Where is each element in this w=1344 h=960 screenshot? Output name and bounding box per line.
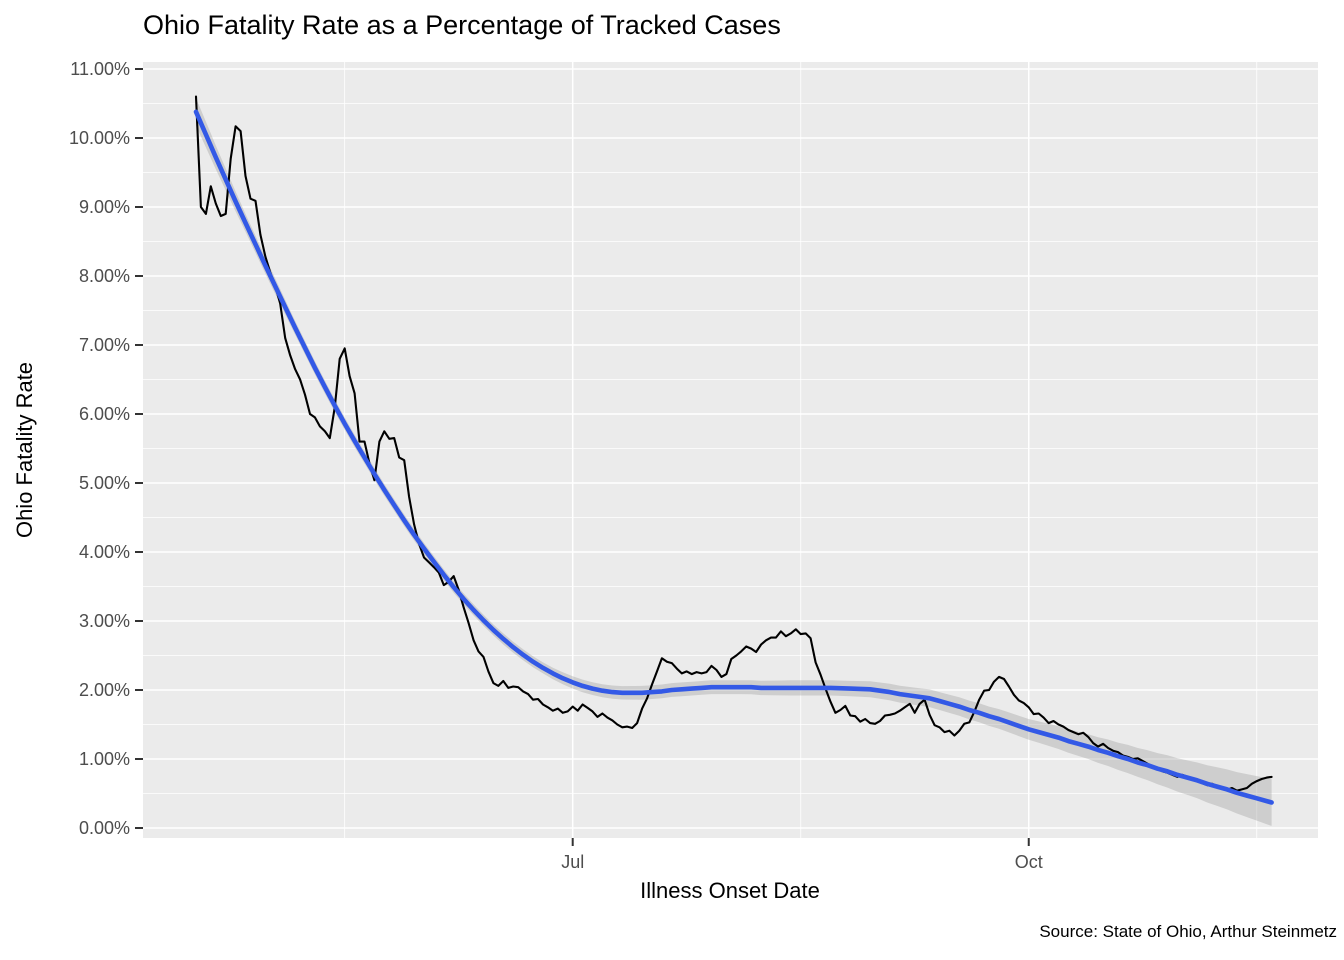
y-tick-label: 5.00% [79,473,130,493]
smooth-trend-line [193,109,1274,805]
x-tick-label: Jul [561,852,584,872]
source-caption: Source: State of Ohio, Arthur Steinmetz [1039,922,1337,941]
y-tick-label: 6.00% [79,404,130,424]
x-tick-label: Oct [1015,852,1043,872]
y-tick-label: 0.00% [79,818,130,838]
y-tick-label: 11.00% [70,59,130,79]
y-tick-label: 7.00% [79,335,130,355]
y-tick-label: 3.00% [79,611,130,631]
chart-title: Ohio Fatality Rate as a Percentage of Tr… [143,10,781,40]
panel-background [143,62,1318,838]
y-axis-title: Ohio Fatality Rate [12,361,37,539]
y-tick-label: 4.00% [79,542,130,562]
x-axis-title: Illness Onset Date [640,878,820,903]
y-tick-label: 1.00% [79,749,130,769]
confidence-band [196,98,1272,826]
y-tick-label: 8.00% [79,266,130,286]
y-tick-label: 10.00% [69,128,130,148]
y-tick-label: 2.00% [79,680,130,700]
y-tick-label: 9.00% [79,197,130,217]
